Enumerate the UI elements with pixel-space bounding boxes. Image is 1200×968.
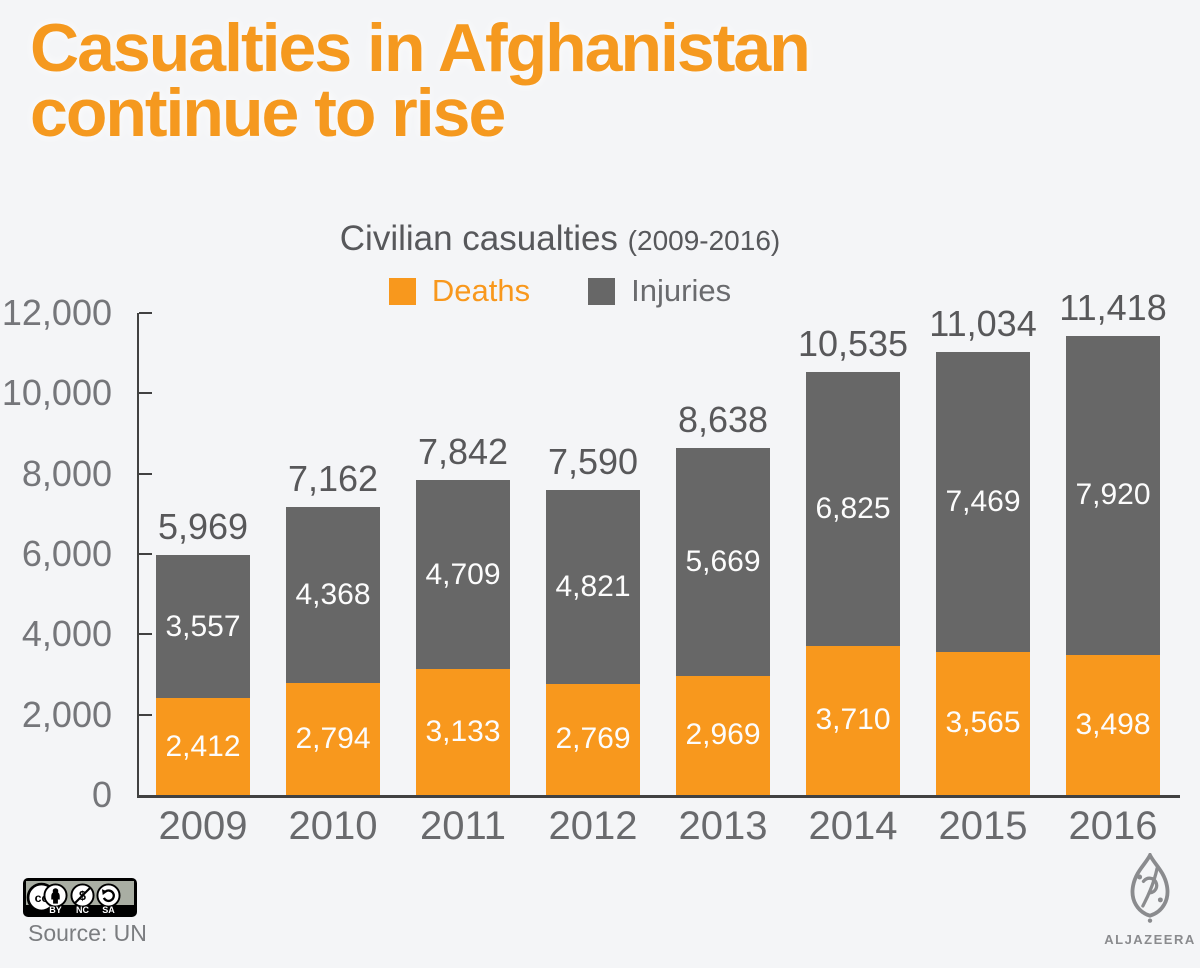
bar-2009: 5,969 3,557 2,412 2009 [156,506,250,848]
total-label-2016: 11,418 [1059,287,1167,329]
legend-label-injuries: Injuries [631,273,732,308]
injuries-value-label-2010: 4,368 [295,578,371,612]
total-label-2010: 7,162 [287,458,379,500]
creative-commons-badge: cc $ BY NC SA [23,878,137,917]
chart-subtitle: (2009-2016) [627,225,781,256]
injuries-value-label-2016: 7,920 [1075,478,1151,512]
injuries-value-label-2015: 7,469 [945,484,1021,518]
injuries-value-label-2012: 4,821 [555,569,631,603]
total-label-2011: 7,842 [417,431,509,473]
bar-2011: 7,842 4,709 3,133 2011 [416,431,510,848]
total-label-2009: 5,969 [157,506,249,548]
y-axis-tick-8000 [139,472,152,475]
aljazeera-flame-logo [1130,850,1170,923]
bar-segment-injuries-2013: 5,669 [676,448,770,676]
cc-sa-label: SA [102,905,115,915]
x-axis-label-2016: 2016 [1068,804,1158,848]
injuries-value-label-2014: 6,825 [815,491,891,525]
y-axis-label-10000: 10,000 [1,372,112,414]
y-axis-tick-6000 [139,553,152,555]
page-title-line2: continue to rise [30,74,506,151]
page-title-line1: Casualties in Afghanistan [30,10,811,86]
bar-2013: 8,638 5,669 2,969 2013 [676,399,770,848]
bar-2012: 7,590 4,821 2,769 2012 [546,441,640,848]
aljazeera-brand: ALJAZEERA [1103,850,1197,947]
bar-2015: 11,034 7,469 3,565 2015 [929,303,1036,848]
page-title: Casualties in Afghanistan continue to ri… [30,10,811,151]
legend-item-injuries: Injuries [588,273,731,309]
bar-2010: 7,162 4,368 2,794 2010 [286,458,380,848]
y-axis-tick-10000 [139,392,152,395]
bar-segment-injuries-2016: 7,920 [1066,336,1160,655]
x-axis-label-2009: 2009 [158,804,248,848]
cc-nc-no-dollar-icon: $ [70,883,95,908]
chart-title: Civilian casualties (2009-2016) [0,219,1120,259]
bar-segment-deaths-2015: 3,565 [936,651,1030,795]
deaths-swatch-icon [388,277,416,305]
cc-nc-label: NC [76,905,89,915]
x-axis-label-2011: 2011 [419,804,507,848]
y-axis-tick-12000 [139,312,152,314]
bar-segment-injuries-2015: 7,469 [936,351,1030,652]
bar-segment-injuries-2012: 4,821 [546,490,640,684]
deaths-value-label-2009: 2,412 [165,729,241,763]
cc-by-person-icon [43,883,68,908]
deaths-value-label-2012: 2,769 [555,722,631,756]
bar-segment-injuries-2009: 3,557 [156,555,250,699]
x-axis-label-2015: 2015 [938,804,1028,848]
bar-segment-injuries-2011: 4,709 [416,480,510,670]
y-axis-label-0: 0 [91,774,112,815]
total-label-2013: 8,638 [677,399,769,441]
bar-segment-deaths-2010: 2,794 [286,682,380,795]
cc-by-label: BY [49,905,62,915]
bar-segment-injuries-2010: 4,368 [286,507,380,683]
x-axis-label-2010: 2010 [288,804,378,848]
deaths-value-label-2016: 3,498 [1075,707,1151,741]
bar-segment-deaths-2016: 3,498 [1066,654,1160,795]
total-label-2012: 7,590 [547,441,639,483]
legend-label-deaths: Deaths [431,273,531,308]
y-axis-label-4000: 4,000 [21,613,112,655]
deaths-value-label-2010: 2,794 [295,721,371,755]
deaths-value-label-2011: 3,133 [425,715,501,749]
aljazeera-wordmark: ALJAZEERA [1104,932,1196,947]
source-attribution: Source: UN [28,920,147,946]
y-axis-label-8000: 8,000 [21,452,112,494]
bar-2014: 10,535 6,825 3,710 2014 [798,323,908,848]
bar-segment-deaths-2012: 2,769 [546,683,640,795]
x-axis-label-2013: 2013 [678,804,768,848]
deaths-value-label-2015: 3,565 [945,706,1021,740]
total-label-2015: 11,034 [929,302,1037,344]
cc-sa-share-alike-icon [96,883,121,908]
x-axis-label-2012: 2012 [548,804,638,848]
y-axis-tick-4000 [139,633,152,636]
bar-segment-deaths-2009: 2,412 [156,698,250,795]
injuries-value-label-2013: 5,669 [685,544,761,578]
injuries-value-label-2011: 4,709 [425,557,501,591]
bar-segment-injuries-2014: 6,825 [806,371,900,646]
deaths-value-label-2014: 3,710 [815,703,891,737]
y-axis-label-12000: 12,000 [1,292,112,333]
legend-item-deaths: Deaths [388,273,531,309]
y-axis-label-2000: 2,000 [21,693,112,735]
deaths-value-label-2013: 2,969 [685,718,761,752]
chart-legend: Deaths Injuries [0,273,1120,309]
injuries-value-label-2009: 3,557 [165,609,241,643]
x-axis-label-2014: 2014 [808,804,898,848]
y-axis-tick-2000 [139,713,152,716]
chart-title-text: Civilian casualties [339,219,618,258]
bar-segment-deaths-2014: 3,710 [806,645,900,795]
y-axis-label-6000: 6,000 [21,533,112,574]
bar-segment-deaths-2013: 2,969 [676,675,770,795]
bar-2016: 11,418 7,920 3,498 2016 [1059,287,1166,848]
injuries-swatch-icon [588,277,616,305]
stacked-bar-plot: 0 2,000 4,000 6,000 8,000 10,000 12,000 5,969 3,… [2,287,1180,848]
total-label-2014: 10,535 [797,322,909,364]
bar-segment-deaths-2011: 3,133 [416,669,510,795]
